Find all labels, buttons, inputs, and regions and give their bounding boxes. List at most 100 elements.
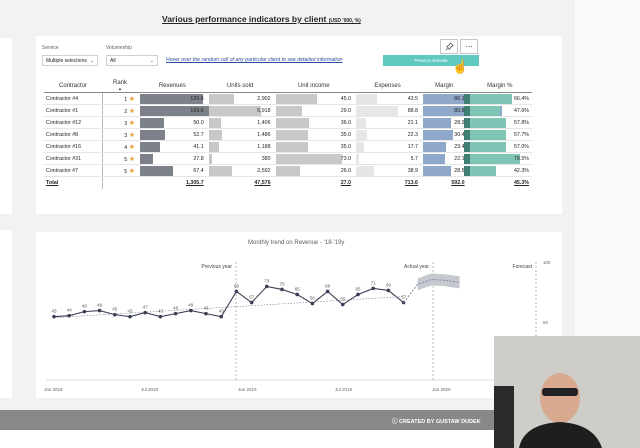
- cell-total-expenses[interactable]: 713.6: [404, 179, 418, 186]
- cell-units[interactable]: 380: [206, 152, 274, 165]
- cell-units[interactable]: 2,902: [206, 92, 274, 105]
- col-header-income[interactable]: Unit income: [273, 80, 355, 93]
- cell-units[interactable]: 2,592: [206, 164, 274, 177]
- table-row[interactable]: Contractor #31 5 ★ 27.8 380 73.0 5.7 22.1 79.5%: [44, 152, 532, 165]
- cell-expenses[interactable]: 21.1: [354, 116, 421, 129]
- col-header-margin[interactable]: Margin: [421, 80, 468, 93]
- cell-bar: [469, 130, 506, 140]
- cell-expenses[interactable]: 17.7: [354, 140, 421, 153]
- footer-bar: ⓘ CREATED BY GUSTAW DUDEK: [0, 410, 575, 430]
- cell-total-revenues[interactable]: 1,305.7: [185, 179, 204, 186]
- cell-income[interactable]: 45.0: [273, 92, 355, 105]
- cell-value: 17.7: [407, 144, 418, 150]
- col-header-contractor[interactable]: Contractor: [44, 80, 102, 93]
- cell-income[interactable]: 29.0: [273, 104, 355, 117]
- data-label: 65: [355, 286, 361, 291]
- cell-value: 47.6%: [513, 108, 529, 114]
- service-slicer[interactable]: Multiple selections ⌄: [42, 55, 98, 66]
- table-row[interactable]: Contractor #16 4 ★ 41.1 1,188 35.0 17.7 23.4 57…: [44, 140, 532, 153]
- table-row[interactable]: Contractor #8 3 ★ 52.7 1,486 35.0 22.3 30.4 57.…: [44, 128, 532, 141]
- cell-revenues[interactable]: 41.1: [138, 140, 207, 153]
- col-header-margin-pct[interactable]: Margin %: [467, 80, 532, 93]
- cell-margin[interactable]: 28.5: [421, 164, 472, 177]
- more-options-button[interactable]: ⋯: [460, 39, 478, 54]
- cell-rank[interactable]: 5 ★: [101, 152, 138, 165]
- cell-units[interactable]: 1,188: [206, 140, 274, 153]
- cell-units[interactable]: 1,406: [206, 116, 274, 129]
- cell-margin-pct[interactable]: 57.8%: [467, 116, 532, 129]
- cell-value: 43.5: [407, 96, 418, 102]
- cell-revenues[interactable]: 50.0: [138, 116, 207, 129]
- cell-contractor[interactable]: Contractor #7: [44, 164, 102, 177]
- cell-expenses[interactable]: 38.9: [354, 164, 421, 177]
- press-to-activate-button[interactable]: Press to activate: [383, 55, 479, 66]
- cell-margin[interactable]: 28.9: [421, 116, 472, 129]
- cell-income[interactable]: 73.0: [273, 152, 355, 165]
- cell-margin-pct[interactable]: 79.5%: [467, 152, 532, 165]
- total-row[interactable]: Total 1,305.7 47,576 27.0 713.6 592.0 45.3%: [44, 176, 532, 189]
- cell-revenues[interactable]: 129.6: [138, 92, 207, 105]
- cell-units[interactable]: 5,918: [206, 104, 274, 117]
- cell-total-label[interactable]: Total: [46, 179, 59, 186]
- cell-total-units[interactable]: 47,576: [254, 179, 271, 186]
- cell-margin[interactable]: 86.1: [421, 92, 507, 105]
- cell-contractor[interactable]: Contractor #12: [44, 116, 102, 129]
- table-row[interactable]: Contractor #1 2 ★ 169.6 5,918 29.0 88.8 80.8 47…: [44, 104, 532, 117]
- cell-rank[interactable]: 2 ★: [101, 104, 138, 117]
- hover-hint-link[interactable]: Hover over the random cell of any partic…: [166, 57, 343, 63]
- cell-income[interactable]: 35.0: [273, 128, 355, 141]
- cell-margin-pct[interactable]: 57.0%: [467, 140, 532, 153]
- rank-header-label: Rank: [112, 80, 127, 86]
- col-header-rank[interactable]: Rank ▲: [102, 80, 138, 93]
- data-point: [128, 314, 132, 319]
- data-point: [113, 312, 117, 317]
- cell-income[interactable]: 36.0: [273, 116, 355, 129]
- cell-value: 5,918: [257, 108, 271, 114]
- cell-margin[interactable]: 80.8: [421, 104, 502, 117]
- cell-value: 86.1: [454, 96, 465, 102]
- data-point: [173, 311, 178, 316]
- cell-total-margin[interactable]: 592.0: [451, 179, 465, 186]
- cell-income[interactable]: 35.0: [273, 140, 355, 153]
- cell-margin-pct[interactable]: 47.6%: [467, 104, 532, 117]
- cell-rank[interactable]: 3 ★: [101, 128, 138, 141]
- cell-expenses[interactable]: 5.7: [354, 152, 421, 165]
- cell-rank[interactable]: 1 ★: [101, 92, 138, 105]
- cell-contractor[interactable]: Contractor #31: [44, 152, 102, 165]
- cell-expenses[interactable]: 43.5: [354, 92, 421, 105]
- cell-margin[interactable]: 30.4: [421, 128, 472, 141]
- cell-contractor[interactable]: Contractor #4: [44, 92, 102, 105]
- cell-margin[interactable]: 22.1: [421, 152, 472, 165]
- table-row[interactable]: Contractor #4 1 ★ 129.6 2,902 45.0 43.5 86.1 66…: [44, 92, 532, 105]
- cell-units[interactable]: 1,486: [206, 128, 274, 141]
- col-header-expenses[interactable]: Expenses: [354, 80, 421, 93]
- col-header-units[interactable]: Units sold: [206, 80, 274, 93]
- cell-expenses[interactable]: 22.3: [354, 128, 421, 141]
- volumeship-slicer[interactable]: All ⌄: [106, 55, 158, 66]
- cell-revenues[interactable]: 52.7: [138, 128, 207, 141]
- cell-margin-pct[interactable]: 57.7%: [467, 128, 532, 141]
- cell-income[interactable]: 26.0: [273, 164, 355, 177]
- cell-total-income[interactable]: 27.0: [340, 179, 352, 186]
- cell-rank[interactable]: 4 ★: [101, 140, 138, 153]
- table-row[interactable]: Contractor #12 3 ★ 50.0 1,406 36.0 21.1 28.9 57…: [44, 116, 532, 129]
- cell-contractor[interactable]: Contractor #8: [44, 128, 102, 141]
- cell-revenues[interactable]: 169.6: [138, 104, 222, 117]
- col-header-revenues[interactable]: Revenues: [138, 80, 207, 93]
- data-label: 44: [67, 308, 73, 313]
- cell-total-margin-pct[interactable]: 45.3%: [513, 179, 529, 186]
- cell-contractor[interactable]: Contractor #1: [44, 104, 102, 117]
- cell-revenues[interactable]: 27.8: [138, 152, 207, 165]
- cell-bar: [469, 106, 500, 116]
- data-label: 69: [386, 282, 392, 287]
- cell-expenses[interactable]: 88.8: [354, 104, 421, 117]
- pin-button[interactable]: [440, 39, 458, 54]
- cell-margin-pct[interactable]: 66.4%: [467, 92, 532, 105]
- cell-rank[interactable]: 5 ★: [101, 164, 138, 177]
- cell-margin-pct[interactable]: 42.3%: [467, 164, 532, 177]
- cell-revenues[interactable]: 67.4: [138, 164, 207, 177]
- table-row[interactable]: Contractor #7 5 ★ 67.4 2,592 26.0 38.9 28.5 42.…: [44, 164, 532, 177]
- cell-rank[interactable]: 3 ★: [101, 116, 138, 129]
- cell-contractor[interactable]: Contractor #16: [44, 140, 102, 153]
- cell-margin[interactable]: 23.4: [421, 140, 472, 153]
